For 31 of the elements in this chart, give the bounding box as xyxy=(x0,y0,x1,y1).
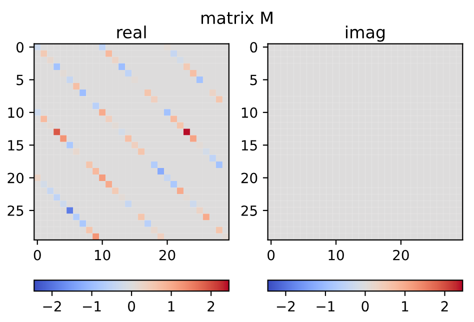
x-tick-label: 0 xyxy=(268,250,275,260)
x-tick-label: 20 xyxy=(393,250,409,260)
color-bar-label: −2 xyxy=(43,301,61,312)
chart-title: imag xyxy=(346,26,385,42)
y-tick-label: 0 xyxy=(16,42,24,53)
color-bar-label: −2 xyxy=(276,301,295,312)
color-bar-label: 1 xyxy=(402,301,408,312)
color-bar-label: 2 xyxy=(208,301,214,312)
y-tick-label: 25 xyxy=(8,205,24,216)
y-tick-label: 5 xyxy=(16,74,24,86)
color-bar-label: −1 xyxy=(316,301,334,312)
x-tick-label: 10 xyxy=(95,250,110,260)
color-bar-label: 2 xyxy=(441,301,448,312)
y-tick-label: 0 xyxy=(250,42,258,53)
y-tick-label: 15 xyxy=(242,140,257,151)
x-tick-label: 0 xyxy=(34,250,41,260)
y-tick-label: 20 xyxy=(8,172,24,184)
text: matrix M xyxy=(202,11,272,24)
y-tick-label: 15 xyxy=(8,140,24,151)
x-tick-label: 20 xyxy=(159,250,176,260)
y-tick-label: 5 xyxy=(250,74,257,86)
x-tick-label: 10 xyxy=(328,250,344,260)
color-bar-label: 0 xyxy=(362,301,369,312)
y-tick-label: 20 xyxy=(241,172,258,184)
y-tick-label: 10 xyxy=(8,107,24,118)
chart-title: real xyxy=(117,26,146,38)
y-tick-label: 10 xyxy=(242,107,258,118)
y-tick-label: 25 xyxy=(241,205,257,216)
color-bar-label: 1 xyxy=(168,301,174,312)
color-bar-label: 0 xyxy=(128,301,136,312)
color-bar-label: −1 xyxy=(83,301,101,312)
